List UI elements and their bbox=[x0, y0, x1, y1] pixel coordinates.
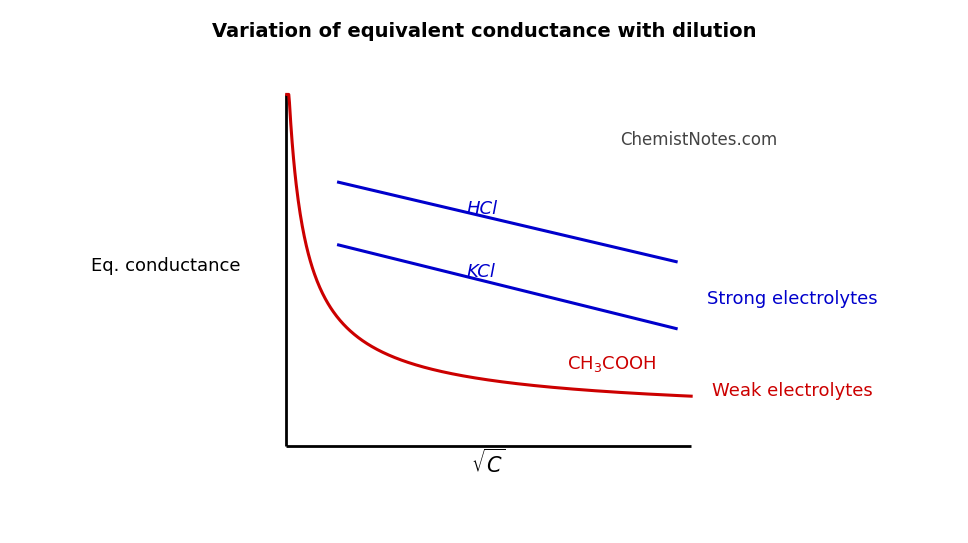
Text: Strong electrolytes: Strong electrolytes bbox=[707, 291, 878, 308]
Text: $\sqrt{C}$: $\sqrt{C}$ bbox=[471, 449, 505, 477]
Text: Weak electrolytes: Weak electrolytes bbox=[712, 382, 873, 400]
Text: Variation of equivalent conductance with dilution: Variation of equivalent conductance with… bbox=[212, 22, 756, 41]
Text: $\mathrm{CH_3COOH}$: $\mathrm{CH_3COOH}$ bbox=[567, 354, 656, 374]
Text: HCl: HCl bbox=[467, 200, 498, 218]
Text: KCl: KCl bbox=[467, 263, 495, 281]
Text: ChemistNotes.com: ChemistNotes.com bbox=[620, 131, 777, 149]
Text: Eq. conductance: Eq. conductance bbox=[91, 257, 241, 275]
